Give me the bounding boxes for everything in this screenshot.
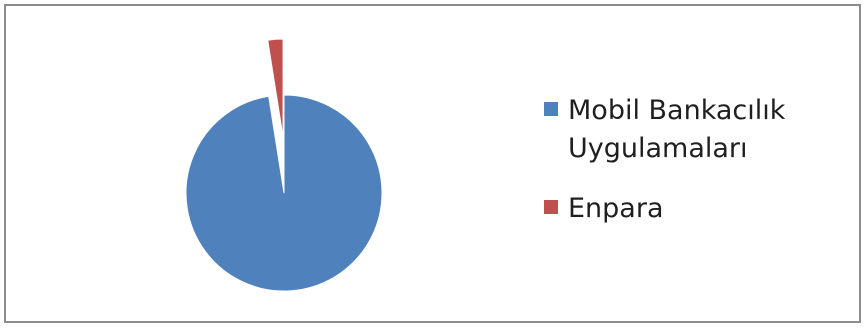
chart-frame <box>4 4 861 323</box>
pie-slice-mobil <box>185 94 383 292</box>
pie-slices <box>185 38 383 292</box>
legend-label-enpara: Enpara <box>568 193 664 224</box>
pie-slice-enpara <box>267 38 284 138</box>
legend-item-mobil: Mobil Bankacılık Uygulamaları <box>544 92 844 168</box>
legend-swatch-mobil <box>544 102 558 116</box>
legend-label-mobil: Mobil Bankacılık Uygulamaları <box>568 95 786 164</box>
legend: Mobil Bankacılık Uygulamaları Enpara <box>544 92 844 250</box>
legend-swatch-enpara <box>544 200 558 214</box>
legend-item-enpara: Enpara <box>544 190 844 228</box>
